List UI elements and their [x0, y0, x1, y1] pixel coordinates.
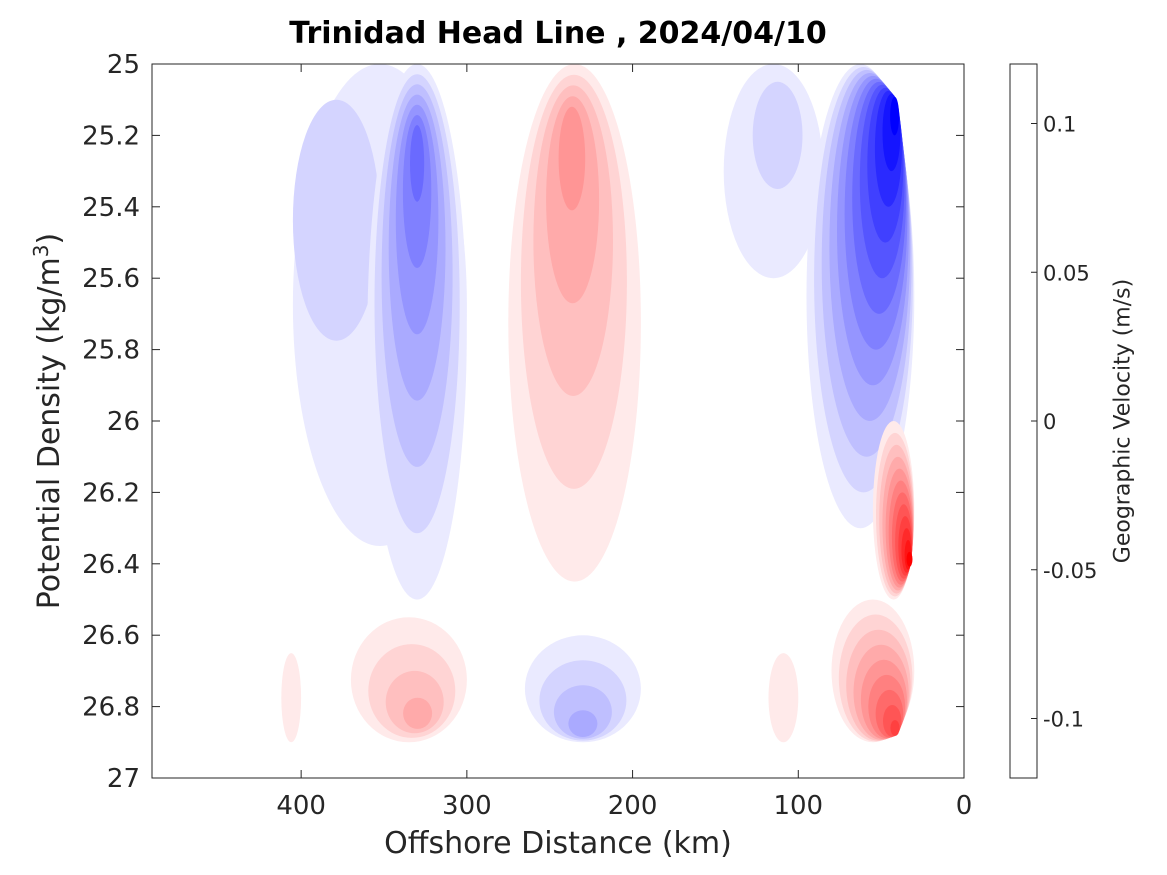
y-tick-label: 25.2: [82, 121, 140, 151]
contour-level: [403, 697, 433, 729]
y-tick-label: 26.6: [82, 621, 140, 651]
contour-feature: [768, 653, 799, 743]
y-tick-label: 26.8: [82, 693, 140, 723]
contour-feature: [872, 421, 915, 600]
colorbar-tick-label: 0.1: [1043, 113, 1076, 137]
y-tick-label: 25: [107, 50, 140, 80]
contour-feature: [831, 599, 915, 743]
colorbar-tick-label: -0.05: [1043, 559, 1097, 583]
colorbar-label: Geographic Velocity (m/s): [1110, 278, 1136, 564]
contour-level: [558, 106, 586, 211]
contour-feature: [806, 64, 915, 529]
y-axis: 25 25.2 25.4 25.6 25.8 26 26.2 26.4 26.6 26.8 27: [82, 50, 964, 794]
contour-level: [292, 99, 380, 341]
contour-feature: [367, 64, 467, 600]
x-tick-label: 100: [773, 791, 823, 821]
contour-level: [906, 551, 913, 567]
y-tick-label: 27: [107, 764, 140, 794]
colorbar-tick-label: -0.1: [1043, 708, 1084, 732]
colorbar-tick-label: 0.05: [1043, 261, 1090, 285]
x-axis-label: Offshore Distance (km): [384, 826, 732, 861]
y-tick-label: 26.2: [82, 478, 140, 508]
contour-feature: [508, 64, 641, 582]
colorbar: 0.1 0.05 0 -0.05 -0.1: [1009, 63, 1097, 779]
y-tick-label: 26.4: [82, 550, 140, 580]
x-tick-label: 200: [608, 791, 658, 821]
x-axis: 400 300 200 100 0: [276, 64, 972, 821]
y-tick-label: 25.4: [82, 193, 140, 223]
contour-feature: [281, 653, 302, 743]
contour-level: [890, 720, 900, 736]
x-tick-label: 400: [276, 791, 326, 821]
contour-level: [410, 125, 425, 202]
contour-level: [890, 96, 900, 136]
y-tick-label: 25.8: [82, 336, 140, 366]
chart-title: Trinidad Head Line , 2024/04/10: [289, 16, 827, 51]
y-tick-label: 26: [107, 407, 140, 437]
contour-feature: [723, 64, 824, 279]
contour-level: [281, 653, 302, 743]
colorbar-tick-label: 0: [1043, 410, 1056, 434]
contour-feature: [350, 617, 467, 743]
contour-level: [768, 653, 799, 743]
contour-level: [752, 81, 803, 189]
x-tick-label: 300: [442, 791, 492, 821]
x-tick-label: 0: [956, 791, 973, 821]
y-tick-label: 25.6: [82, 264, 140, 294]
contour-field: [281, 64, 915, 743]
contour-feature: [524, 635, 641, 743]
y-axis-label: Potential Density (kg/m3): [29, 232, 67, 610]
contour-level: [568, 710, 598, 737]
